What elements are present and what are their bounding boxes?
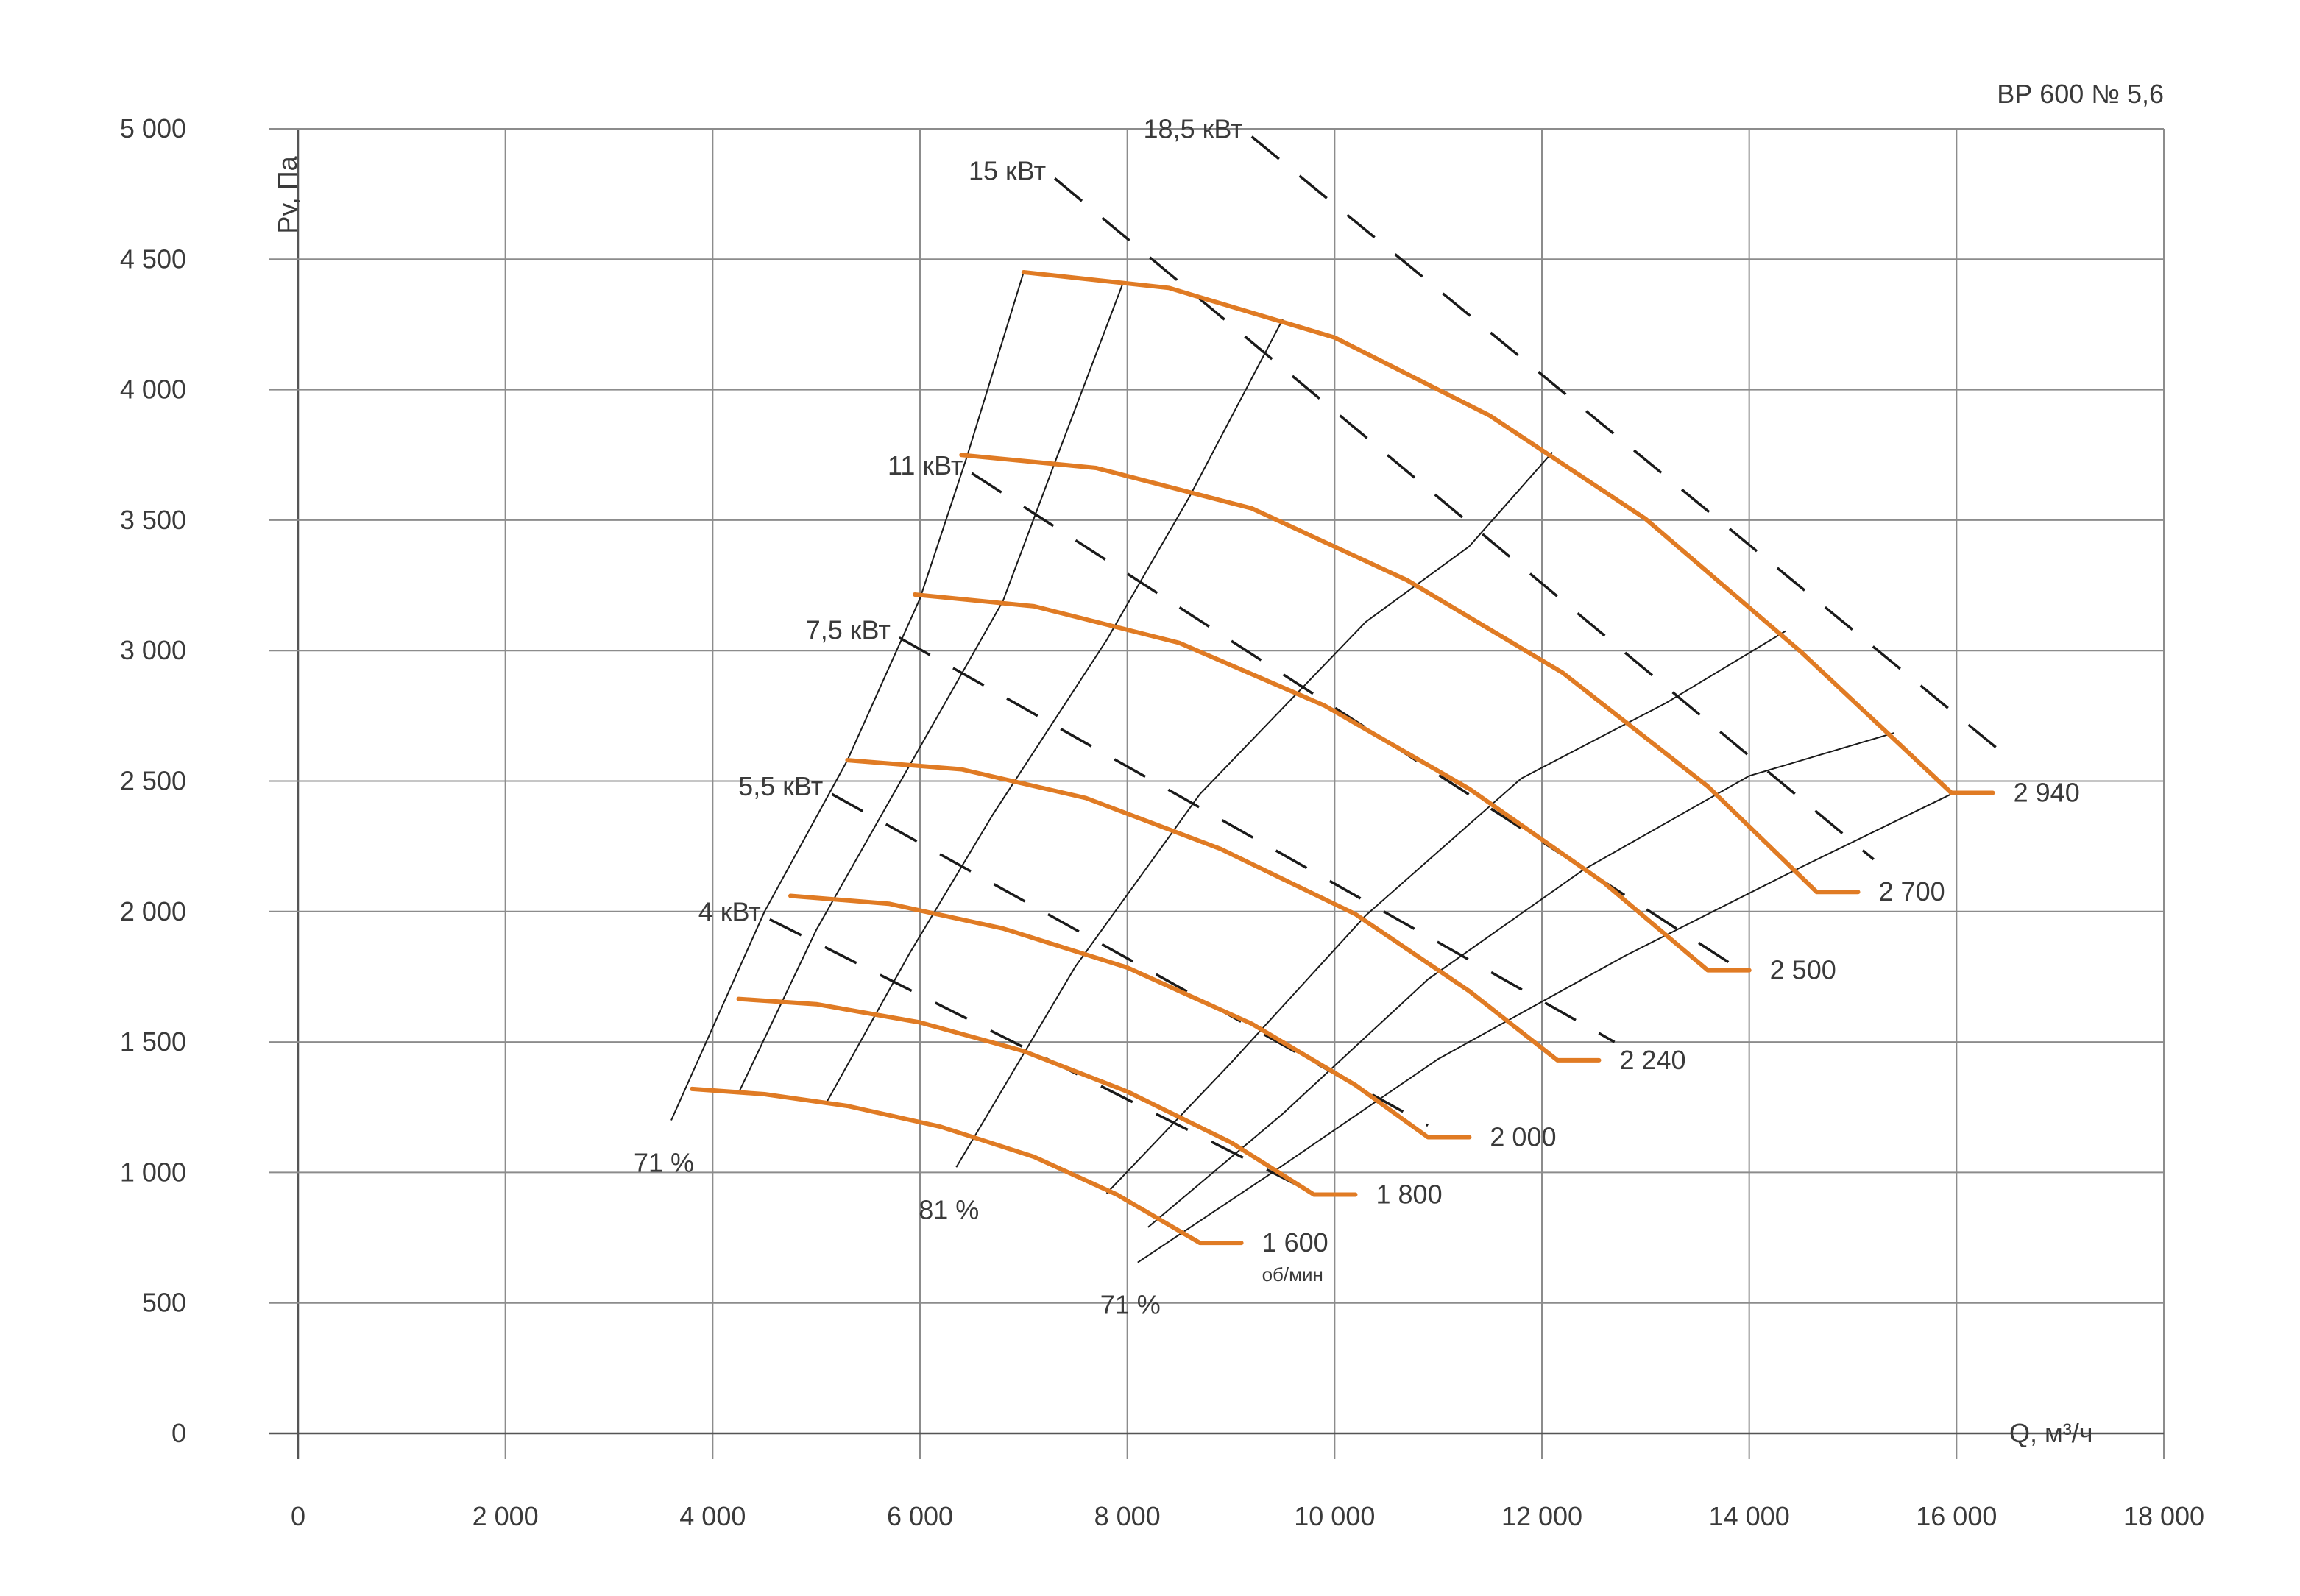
power-line-7-5-квт bbox=[898, 636, 1616, 1043]
y-tick-label: 1 000 bbox=[120, 1157, 186, 1187]
speed-unit-label: об/мин bbox=[1262, 1263, 1323, 1285]
speed-label: 2 700 bbox=[1879, 876, 1945, 907]
power-line-18-5-квт bbox=[1250, 135, 2009, 759]
speed-curves bbox=[690, 270, 1995, 1246]
speed-label: 2 240 bbox=[1619, 1045, 1685, 1075]
speed-label: 2 500 bbox=[1770, 955, 1836, 985]
power-line-15-квт bbox=[1053, 177, 1875, 861]
speed-curve-1-600 bbox=[690, 1086, 1244, 1246]
speed-curve-2-240 bbox=[845, 758, 1602, 1063]
chart-title: ВР 600 № 5,6 bbox=[1997, 79, 2164, 109]
y-tick-label: 4 000 bbox=[120, 375, 186, 405]
power-label: 18,5 кВт bbox=[1144, 114, 1243, 144]
power-label: 7,5 кВт bbox=[806, 614, 891, 645]
speed-label: 2 940 bbox=[2014, 777, 2080, 807]
speed-label: 2 000 bbox=[1490, 1122, 1556, 1152]
x-tick-label: 10 000 bbox=[1294, 1501, 1375, 1531]
efficiency-line-3 bbox=[826, 319, 1284, 1103]
efficiency-label: 81 % bbox=[919, 1194, 979, 1224]
x-tick-label: 16 000 bbox=[1916, 1501, 1997, 1531]
power-line-4-квт bbox=[769, 918, 1314, 1195]
speed-curve-2-000 bbox=[788, 893, 1472, 1140]
tick-labels: 0 2 000 4 000 6 000 8 000 10 000 12 000 14 000 1… bbox=[120, 113, 2204, 1531]
y-axis-label: Pv, Па bbox=[272, 155, 302, 233]
x-tick-label: 0 bbox=[291, 1501, 305, 1531]
y-tick-label: 5 000 bbox=[120, 113, 186, 143]
y-tick-label: 3 500 bbox=[120, 505, 186, 535]
speed-label: 1 800 bbox=[1376, 1180, 1443, 1210]
x-tick-label: 12 000 bbox=[1501, 1501, 1582, 1531]
efficiency-line-7 bbox=[1137, 790, 1957, 1263]
y-tick-label: 0 bbox=[171, 1418, 186, 1448]
y-tick-label: 3 000 bbox=[120, 635, 186, 665]
y-tick-label: 1 500 bbox=[120, 1026, 186, 1057]
power-label: 4 кВт bbox=[698, 896, 761, 926]
efficiency-line-1 bbox=[670, 272, 1025, 1121]
efficiency-line-6 bbox=[1147, 731, 1895, 1228]
power-label: 5,5 кВт bbox=[738, 771, 823, 801]
speed-curve-1-800 bbox=[736, 996, 1358, 1197]
y-tick-label: 500 bbox=[142, 1288, 186, 1318]
efficiency-label: 71 % bbox=[634, 1147, 694, 1177]
efficiency-label: 71 % bbox=[1100, 1290, 1161, 1320]
efficiency-line-5 bbox=[1105, 630, 1786, 1194]
x-tick-label: 14 000 bbox=[1709, 1501, 1790, 1531]
y-tick-label: 2 500 bbox=[120, 766, 186, 796]
x-tick-label: 6 000 bbox=[887, 1501, 953, 1531]
efficiency-line-2 bbox=[737, 285, 1123, 1093]
x-tick-label: 2 000 bbox=[473, 1501, 539, 1531]
power-label: 11 кВт bbox=[888, 450, 963, 480]
x-tick-label: 8 000 bbox=[1094, 1501, 1161, 1531]
speed-curve-2-940 bbox=[1021, 270, 1995, 795]
speed-label: 1 600 bbox=[1262, 1227, 1328, 1258]
x-axis-label: Q, м³/ч bbox=[2009, 1418, 2093, 1448]
y-tick-label: 4 500 bbox=[120, 244, 186, 274]
efficiency-line-4 bbox=[955, 452, 1553, 1168]
x-tick-label: 18 000 bbox=[2123, 1501, 2204, 1531]
y-tick-label: 2 000 bbox=[120, 896, 186, 926]
speed-curve-2-500 bbox=[913, 592, 1752, 973]
x-tick-label: 4 000 bbox=[679, 1501, 746, 1531]
speed-curve-2-700 bbox=[959, 453, 1861, 895]
grid bbox=[269, 128, 2165, 1459]
efficiency-lines bbox=[670, 272, 1957, 1263]
power-label: 15 кВт bbox=[969, 155, 1046, 185]
annotations: ВР 600 № 5,6 Q, м³/ч Pv, Па 1 600 об/мин 1… bbox=[272, 79, 2164, 1448]
